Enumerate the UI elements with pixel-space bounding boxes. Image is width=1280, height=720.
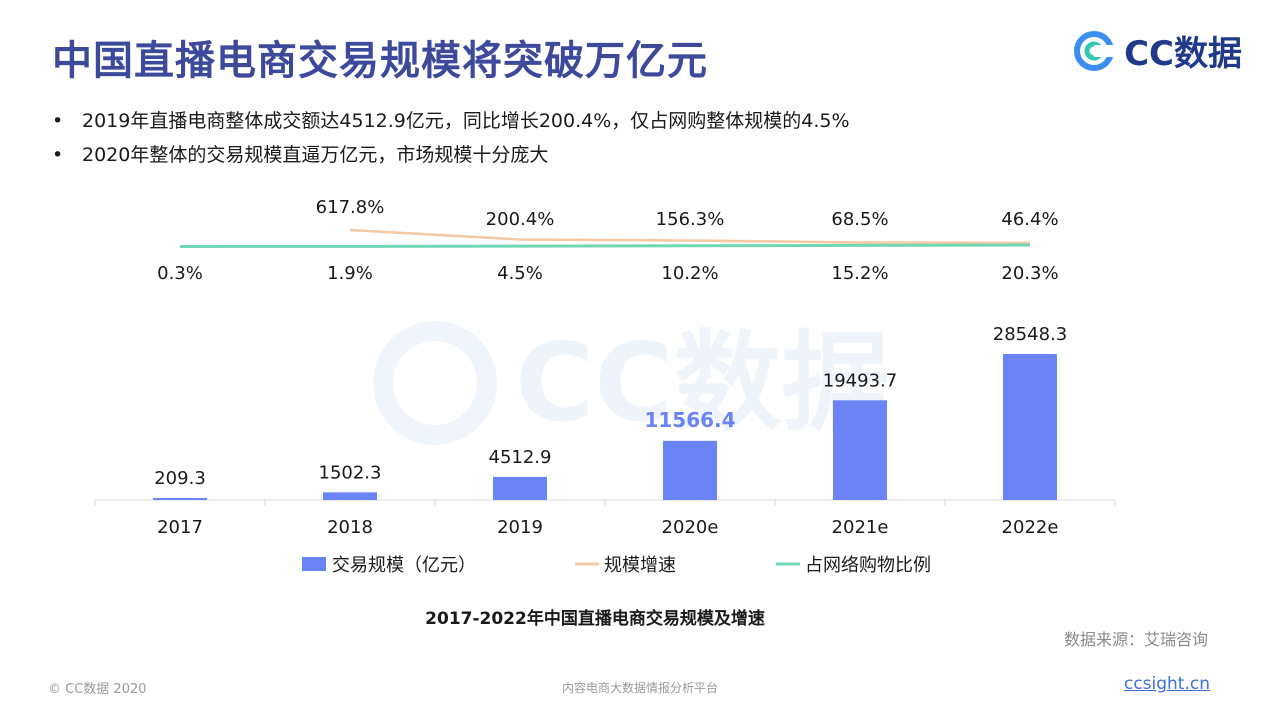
bullet-text: 2019年直播电商整体成交额达4512.9亿元，同比增长200.4%，仅占网购整…	[82, 110, 850, 132]
growth-line	[349, 228, 1031, 245]
data-source: 数据来源：艾瑞咨询	[1063, 630, 1208, 649]
x-tick-label: 2019	[497, 517, 543, 538]
growth-rate-label: 68.5%	[831, 209, 888, 230]
share-rate-label: 1.9%	[327, 263, 373, 284]
svg-text:CC数据: CC数据	[515, 321, 890, 446]
bullet-item: • 2019年直播电商整体成交额达4512.9亿元，同比增长200.4%，仅占网购…	[52, 104, 850, 138]
bar-2022e	[1003, 354, 1057, 500]
bar-2020e	[663, 440, 717, 500]
x-tick-label: 2018	[327, 517, 373, 538]
platform-tagline: 内容电商大数据情报分析平台	[561, 681, 718, 695]
bar-value-label: 209.3	[154, 468, 206, 489]
bar-2019	[493, 476, 547, 500]
growth-rate-label: 46.4%	[1001, 209, 1058, 230]
bullet-item: • 2020年整体的交易规模直逼万亿元，市场规模十分庞大	[52, 138, 850, 172]
share-rate-label: 10.2%	[661, 263, 718, 284]
share-rate-label: 0.3%	[157, 263, 203, 284]
x-tick-label: 2020e	[662, 517, 719, 538]
x-tick-label: 2022e	[1002, 517, 1059, 538]
site-link[interactable]: ccsight.cn	[1123, 674, 1210, 694]
growth-rate-label: 200.4%	[486, 209, 555, 230]
bullet-dot: •	[52, 144, 64, 166]
bar-2021e	[833, 400, 887, 500]
growth-rate-label: 156.3%	[656, 209, 725, 230]
logo-text: CC数据	[1124, 34, 1242, 74]
watermark: CC数据	[373, 321, 890, 446]
bar-value-label: 28548.3	[993, 324, 1067, 345]
bar-2018	[323, 492, 377, 500]
page-title: 中国直播电商交易规模将突破万亿元	[52, 38, 708, 84]
bar-value-label: 4512.9	[489, 447, 552, 468]
bar-value-label: 19493.7	[823, 370, 897, 391]
legend-share-label: 占网络购物比例	[805, 555, 931, 576]
bar-value-label: 1502.3	[319, 462, 382, 483]
legend-bar-swatch	[302, 557, 326, 571]
x-tick-label: 2017	[157, 517, 203, 538]
growth-rate-label: 617.8%	[316, 197, 385, 218]
summary-bullets: • 2019年直播电商整体成交额达4512.9亿元，同比增长200.4%，仅占网购…	[52, 104, 850, 172]
legend-growth-label: 规模增速	[604, 555, 676, 576]
cc-logo-icon	[1074, 30, 1117, 71]
bullet-text: 2020年整体的交易规模直逼万亿元，市场规模十分庞大	[82, 144, 549, 166]
legend-bar-label: 交易规模（亿元）	[332, 555, 476, 576]
brand-logo: CC数据	[1072, 26, 1242, 75]
share-line	[179, 243, 1031, 248]
share-rate-label: 4.5%	[497, 263, 543, 284]
copyright: © CC数据 2020	[48, 682, 147, 697]
bullet-dot: •	[52, 110, 64, 132]
bar-2017	[153, 498, 207, 500]
bar-value-label: 11566.4	[644, 408, 735, 432]
share-rate-label: 15.2%	[831, 263, 888, 284]
share-rate-label: 20.3%	[1001, 263, 1058, 284]
x-tick-label: 2021e	[832, 517, 889, 538]
chart-caption: 2017-2022年中国直播电商交易规模及增速	[425, 609, 765, 629]
